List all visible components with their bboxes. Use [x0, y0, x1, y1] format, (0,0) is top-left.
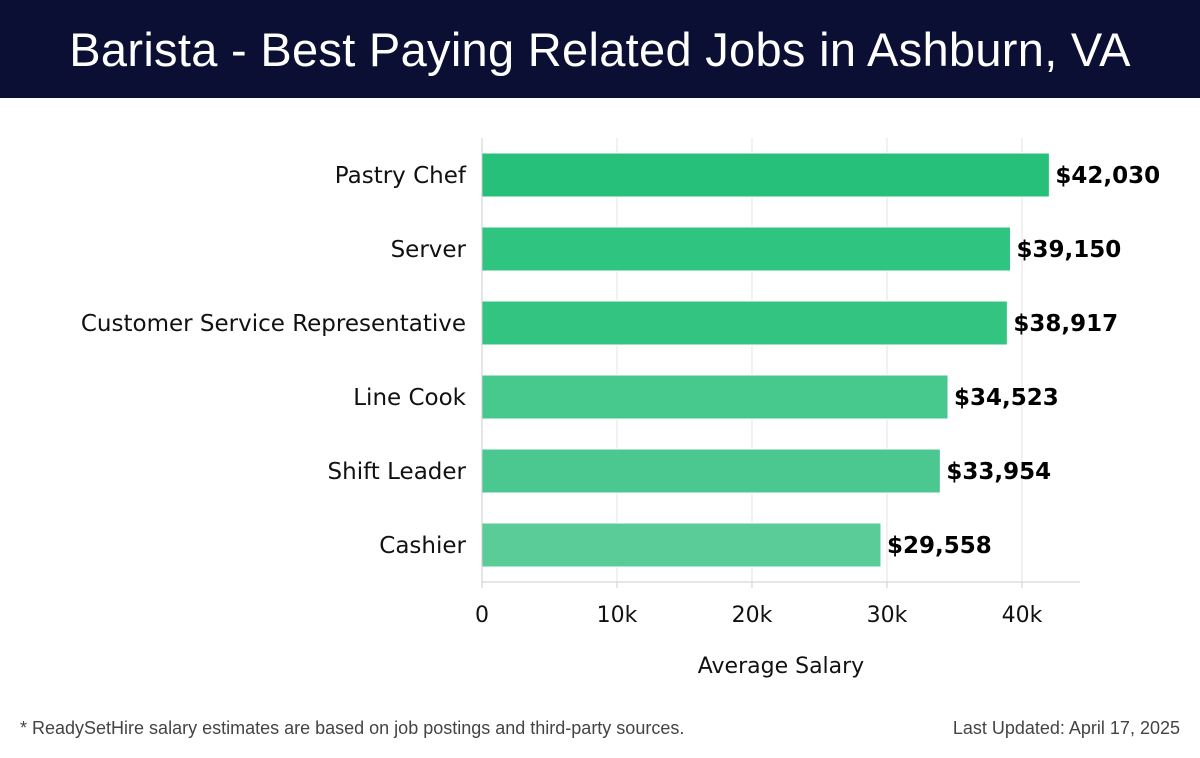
gridlines [481, 138, 1023, 582]
category-label: Server [391, 237, 467, 263]
chart-title: Barista - Best Paying Related Jobs in As… [69, 22, 1131, 76]
x-axis: 0 10k 20k 30k 40k [475, 138, 1080, 628]
value-label: $38,917 [1013, 311, 1118, 337]
x-tick-label: 10k [597, 603, 638, 628]
bar [481, 448, 941, 494]
category-label: Shift Leader [328, 459, 467, 485]
bar [481, 374, 949, 420]
x-tick-label: 30k [867, 603, 908, 628]
x-tick-label: 20k [732, 603, 773, 628]
category-label: Pastry Chef [335, 163, 467, 189]
x-tick-label: 0 [475, 603, 489, 628]
value-label: $42,030 [1055, 163, 1160, 189]
salary-bar-chart: Pastry Chef $42,030 Server $39,150 Customer … [81, 138, 1160, 679]
bar [481, 226, 1011, 272]
last-updated: Last Updated: April 17, 2025 [952, 718, 1180, 738]
value-label: $29,558 [887, 533, 992, 559]
category-label: Cashier [379, 533, 466, 559]
value-label: $34,523 [954, 385, 1059, 411]
bar [481, 152, 1050, 198]
bars: Pastry Chef $42,030 Server $39,150 Customer … [81, 152, 1160, 568]
category-label: Line Cook [353, 385, 466, 411]
value-label: $39,150 [1016, 237, 1121, 263]
chart-header: Barista - Best Paying Related Jobs in As… [0, 0, 1200, 98]
bar [481, 300, 1008, 346]
category-label: Customer Service Representative [81, 311, 466, 337]
value-label: $33,954 [946, 459, 1051, 485]
footnote: * ReadySetHire salary estimates are base… [20, 718, 685, 738]
x-axis-title: Average Salary [698, 654, 864, 679]
x-tick-label: 40k [1002, 603, 1043, 628]
bar [481, 522, 882, 568]
